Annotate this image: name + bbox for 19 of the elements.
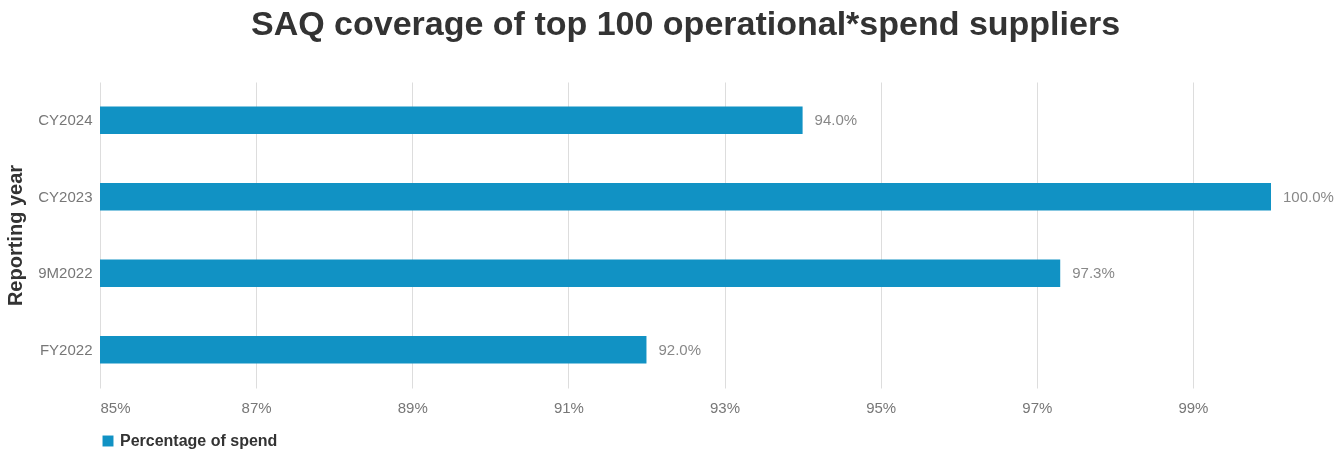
y-tick-label: CY2023 [38,187,93,205]
chart-title: SAQ coverage of top 100 operational*spend suppliers [250,4,1121,42]
y-tick-label: FY2022 [39,340,93,358]
x-tick-label: 87% [241,398,272,416]
x-tick-label: 95% [866,398,897,416]
y-tick-label: CY2024 [38,111,93,129]
data-label: 97.3% [1072,264,1115,282]
data-label: 92.0% [658,340,702,358]
x-tick-label: 89% [397,398,428,416]
x-tick-label: 91% [553,398,584,416]
data-label: 100.0% [1283,187,1334,205]
x-tick-label: 99% [1178,398,1209,416]
x-tick-label: 85% [100,398,131,416]
legend-label: Percentage of spend [120,432,278,449]
y-axis-title: Reporting year [4,164,27,307]
x-tick-label: 97% [1022,398,1053,416]
y-tick-label: 9M2022 [38,264,93,282]
x-tick-label: 93% [710,398,741,416]
data-label: 94.0% [814,111,858,129]
